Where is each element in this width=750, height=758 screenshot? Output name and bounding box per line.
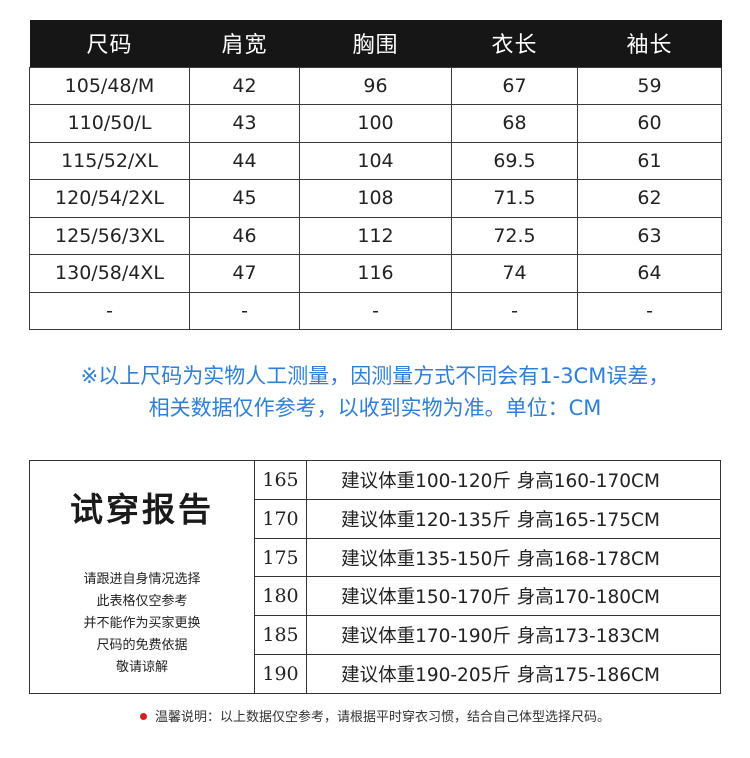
cell-chest: 112 (299, 216, 452, 255)
size-table-header-row: 尺码 肩宽 胸围 衣长 袖长 (29, 20, 722, 67)
cell-chest: 116 (299, 254, 452, 293)
cell-shoulder: - (189, 291, 300, 330)
cell-sleeve: 61 (577, 141, 722, 180)
fit-recommendation: 建议体重170-190斤 身高173-183CM (341, 626, 660, 648)
cell-sleeve: 60 (577, 104, 722, 143)
fit-recommendation: 建议体重150-170斤 身高170-180CM (341, 587, 660, 609)
fit-recommendation: 建议体重190-205斤 身高175-186CM (341, 665, 660, 687)
cell-length: 71.5 (451, 179, 578, 218)
disclaimer-line: 尺码的免费依据 (96, 638, 188, 653)
cell-length: 67 (451, 66, 578, 105)
fit-height: 165 (255, 461, 307, 499)
table-row: 125/56/3XL 46 112 72.5 63 (29, 216, 722, 255)
cell-chest: 96 (299, 66, 452, 105)
table-row: 130/58/4XL 47 116 74 64 (29, 254, 722, 293)
fit-recommendation: 建议体重100-120斤 身高160-170CM (341, 470, 660, 492)
cell-shoulder: 47 (189, 254, 300, 293)
header-sleeve: 袖长 (577, 20, 722, 67)
cell-size: 130/58/4XL (29, 254, 190, 293)
header-shoulder: 肩宽 (189, 20, 300, 67)
fit-height: 170 (255, 499, 307, 538)
cell-length: 69.5 (451, 141, 578, 180)
cell-shoulder: 43 (189, 104, 300, 143)
fit-report-info: 试穿报告 请跟进自身情况选择 此表格仅空参考 并不能作为买家更换 尺码的免费依据… (30, 461, 255, 693)
table-row: 175 建议体重135-150斤 身高168-178CM (255, 538, 720, 578)
cell-chest: 108 (299, 179, 452, 218)
fit-height: 175 (255, 538, 307, 577)
cell-size: 105/48/M (29, 66, 190, 105)
cell-shoulder: 46 (189, 216, 300, 255)
fit-height: 185 (255, 616, 307, 655)
disclaimer-line: 此表格仅空参考 (96, 594, 188, 609)
cell-shoulder: 44 (189, 141, 300, 180)
cell-size: - (29, 291, 190, 330)
fit-height: 180 (255, 577, 307, 616)
fit-report-rows: 165 建议体重100-120斤 身高160-170CM 170 建议体重120… (255, 461, 720, 693)
cell-chest: 100 (299, 104, 452, 143)
fit-report-table: 试穿报告 请跟进自身情况选择 此表格仅空参考 并不能作为买家更换 尺码的免费依据… (29, 460, 721, 694)
disclaimer-line: 敬请谅解 (115, 660, 168, 675)
header-size: 尺码 (29, 20, 190, 67)
table-row: 165 建议体重100-120斤 身高160-170CM (255, 461, 720, 500)
table-row: 185 建议体重170-190斤 身高173-183CM (255, 616, 720, 656)
cell-sleeve: 62 (577, 179, 722, 218)
cell-chest: 104 (299, 141, 452, 180)
fit-report-title: 试穿报告 (70, 490, 214, 529)
cell-length: 72.5 (451, 216, 578, 255)
fit-report-disclaimer: 请跟进自身情况选择 此表格仅空参考 并不能作为买家更换 尺码的免费依据 敬请谅解 (30, 569, 254, 679)
fit-height: 190 (255, 655, 307, 693)
cell-sleeve: - (577, 291, 722, 330)
size-chart-table: 尺码 肩宽 胸围 衣长 袖长 105/48/M 42 96 67 59 110/… (29, 20, 722, 330)
cell-size: 115/52/XL (29, 141, 190, 180)
cell-size: 120/54/2XL (29, 179, 190, 218)
fit-recommendation: 建议体重135-150斤 身高168-178CM (341, 548, 660, 570)
red-dot-icon (139, 713, 147, 720)
cell-sleeve: 59 (577, 66, 722, 105)
table-row: 170 建议体重120-135斤 身高165-175CM (255, 499, 720, 539)
cell-length: - (451, 291, 578, 330)
disclaimer-line: 并不能作为买家更换 (83, 616, 201, 631)
header-chest: 胸围 (299, 20, 452, 67)
note-line-1: ※以上尺码为实物人工测量，因测量方式不同会有1-3CM误差， (80, 364, 670, 388)
fit-recommendation: 建议体重120-135斤 身高165-175CM (341, 509, 660, 531)
warm-tip-text: 温馨说明：以上数据仅空参考，请根据平时穿衣习惯，结合自己体型选择尺码。 (154, 710, 610, 725)
table-row: 180 建议体重150-170斤 身高170-180CM (255, 577, 720, 617)
measurement-note: ※以上尺码为实物人工测量，因测量方式不同会有1-3CM误差， 相关数据仅作参考，… (0, 360, 750, 424)
cell-shoulder: 45 (189, 179, 300, 218)
cell-size: 125/56/3XL (29, 216, 190, 255)
table-row: - - - - - (29, 291, 722, 330)
cell-length: 68 (451, 104, 578, 143)
header-length: 衣长 (451, 20, 578, 67)
table-row: 110/50/L 43 100 68 60 (29, 104, 722, 143)
warm-tip: 温馨说明：以上数据仅空参考，请根据平时穿衣习惯，结合自己体型选择尺码。 (0, 706, 750, 725)
disclaimer-line: 请跟进自身情况选择 (83, 572, 201, 587)
cell-length: 74 (451, 254, 578, 293)
table-row: 120/54/2XL 45 108 71.5 62 (29, 179, 722, 218)
table-row: 115/52/XL 44 104 69.5 61 (29, 141, 722, 180)
table-row: 190 建议体重190-205斤 身高175-186CM (255, 655, 720, 693)
cell-shoulder: 42 (189, 66, 300, 105)
cell-sleeve: 64 (577, 254, 722, 293)
cell-sleeve: 63 (577, 216, 722, 255)
table-row: 105/48/M 42 96 67 59 (29, 66, 722, 105)
cell-size: 110/50/L (29, 104, 190, 143)
note-line-2: 相关数据仅作参考，以收到实物为准。单位：CM (148, 396, 602, 420)
cell-chest: - (299, 291, 452, 330)
